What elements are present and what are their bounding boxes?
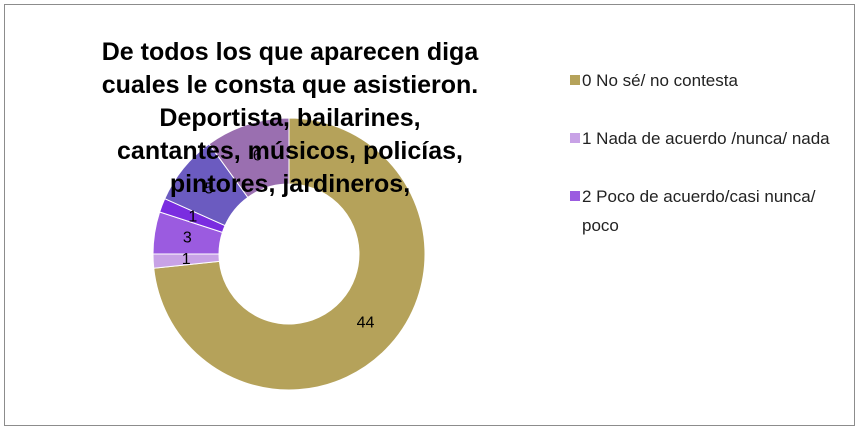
chart-title: De todos los que aparecen diga cuales le… [101,38,479,198]
donut-slice-0 [153,117,426,391]
legend-item-1: 1 Nada de acuerdo /nunca/ nada [570,124,850,153]
legend-label-0: 0 No sé/ no contesta [582,71,738,90]
chart-frame [4,4,855,426]
legend-item-2: 2 Poco de acuerdo/casi nunca/ poco [570,182,850,240]
slice-label-3: 1 [188,209,197,226]
legend-item-0: 0 No sé/ no contesta [570,66,850,95]
legend-swatch-2 [570,191,580,201]
slice-label-4: 5 [205,181,214,198]
legend-label-1: 1 Nada de acuerdo /nunca/ nada [582,129,830,148]
slice-label-1: 1 [182,251,191,268]
donut-slice-5 [208,117,290,199]
slice-label-0: 44 [357,314,375,331]
slice-label-2: 3 [183,229,192,246]
slice-label-5: 6 [253,148,262,165]
legend-label-2: 2 Poco de acuerdo/casi nunca/ poco [582,187,816,235]
legend: 0 No sé/ no contesta 1 Nada de acuerdo /… [570,66,850,269]
legend-swatch-0 [570,75,580,85]
legend-swatch-1 [570,133,580,143]
